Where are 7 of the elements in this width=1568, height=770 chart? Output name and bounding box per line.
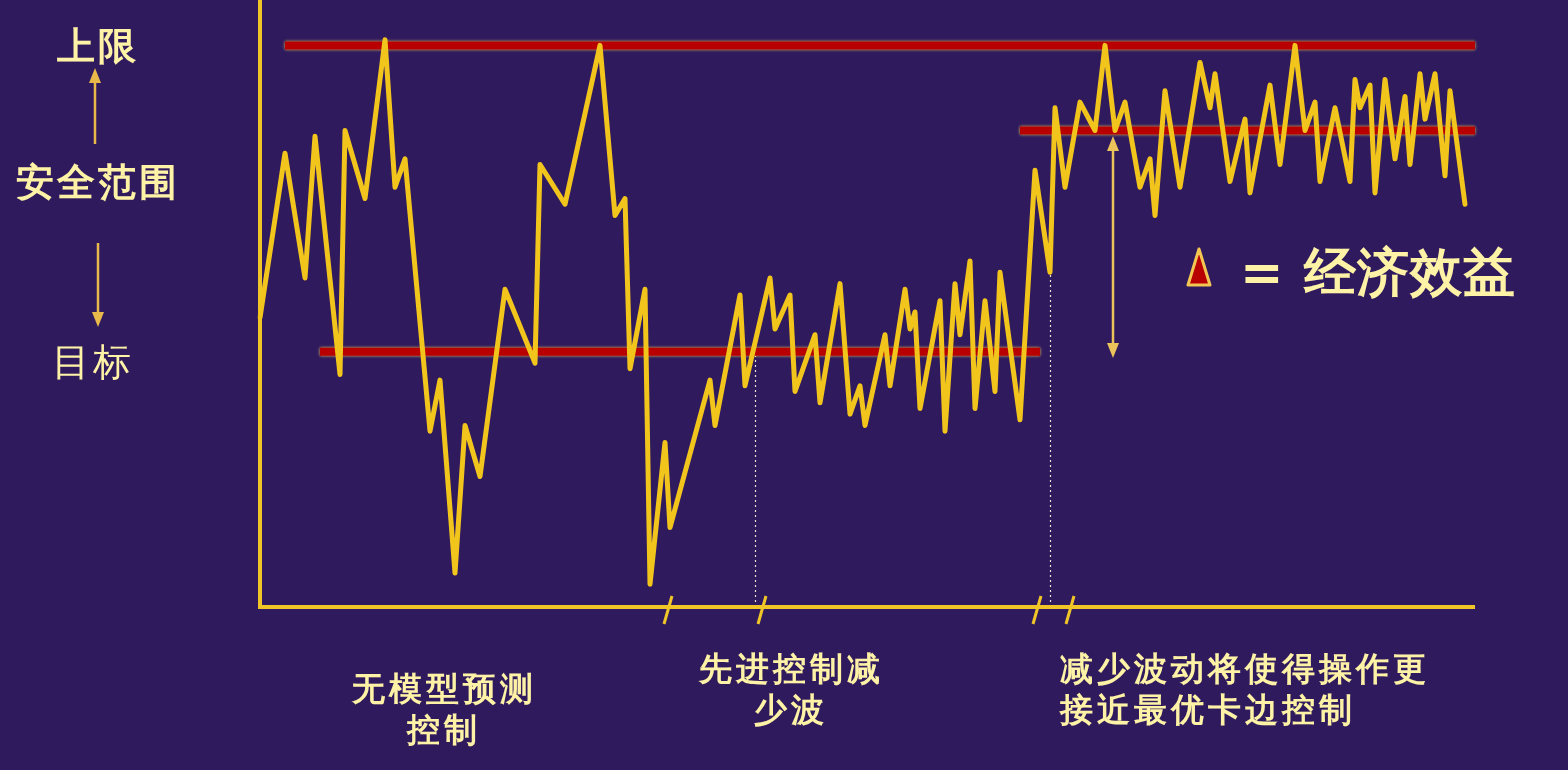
text: 减少波动将使得操作更接近最优卡边控制 bbox=[1060, 648, 1431, 730]
text: 先进控制减少波 bbox=[697, 648, 885, 730]
text: 目标 bbox=[52, 340, 134, 385]
text: 上限 bbox=[57, 24, 139, 69]
text: 无模型预测控制 bbox=[350, 668, 538, 750]
annotation: = 经济效益 bbox=[1240, 242, 1516, 302]
text: 安全范围 bbox=[16, 160, 180, 205]
